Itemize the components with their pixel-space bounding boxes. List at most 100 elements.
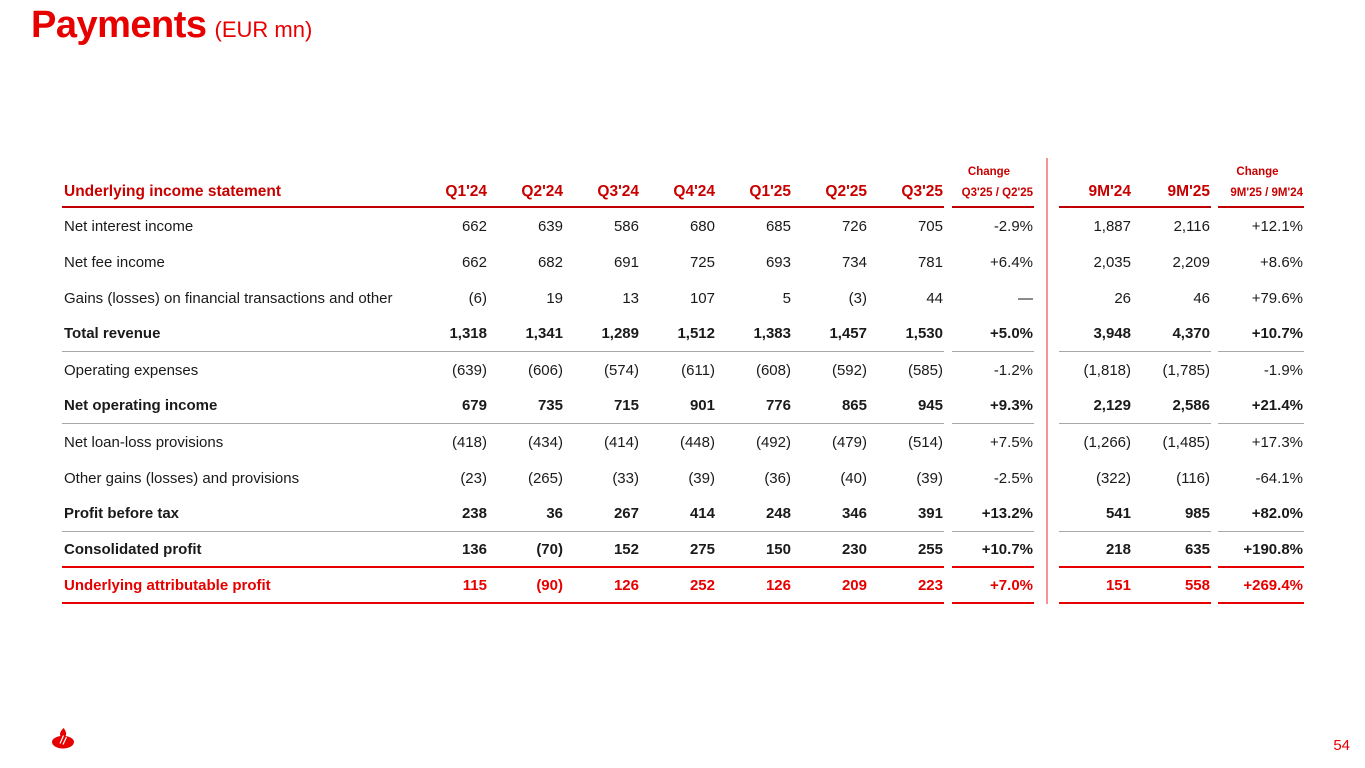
column-header-9m24: 9M'24 bbox=[1059, 180, 1132, 208]
row-value: 5 bbox=[782, 289, 791, 307]
table-row: Total revenue 1,318 1,341 1,289 1,512 1,383 1… bbox=[62, 316, 1304, 352]
table-row: Underlying attributable profit 115 (90) 12… bbox=[62, 568, 1304, 604]
row-value: 391 bbox=[868, 496, 944, 532]
row-label: Profit before tax bbox=[62, 496, 412, 532]
row-value: 1,289 bbox=[564, 316, 640, 352]
row-label: Net interest income bbox=[64, 217, 194, 235]
row-value: 682 bbox=[537, 253, 563, 271]
row-change-9m: -1.9% bbox=[1263, 361, 1303, 379]
row-value: 679 bbox=[412, 388, 488, 424]
row-label: Net fee income bbox=[64, 253, 165, 271]
row-value: (606) bbox=[527, 361, 563, 379]
row-value: 734 bbox=[841, 253, 867, 271]
row-value: 115 bbox=[412, 568, 488, 604]
row-9m24: 1,887 bbox=[1093, 217, 1131, 235]
row-change-9m: +10.7% bbox=[1218, 316, 1304, 352]
row-change-q: +13.2% bbox=[952, 496, 1034, 532]
divider-space bbox=[1034, 388, 1052, 424]
row-value: (608) bbox=[755, 361, 791, 379]
row-value: 107 bbox=[689, 289, 715, 307]
row-change-q: -1.2% bbox=[993, 361, 1033, 379]
divider-space bbox=[1034, 496, 1052, 532]
row-value: 275 bbox=[640, 532, 716, 568]
page-title-text: Payments bbox=[31, 4, 207, 46]
row-value: 1,318 bbox=[412, 316, 488, 352]
row-value: (265) bbox=[527, 469, 563, 487]
row-value: 36 bbox=[488, 496, 564, 532]
divider-space bbox=[1034, 424, 1052, 460]
change-q-header-title: Change bbox=[967, 166, 1011, 178]
table-row: Net loan-loss provisions (418) (434) (414)… bbox=[62, 424, 1304, 460]
income-statement-table: Change Change Underlying income statemen… bbox=[62, 158, 1304, 604]
table-row: Net interest income 662 639 586 680 685 726 70… bbox=[62, 208, 1304, 244]
row-value: (479) bbox=[831, 433, 867, 451]
column-header-quarter: Q4'24 bbox=[640, 180, 716, 208]
row-value: (90) bbox=[488, 568, 564, 604]
row-change-9m: -64.1% bbox=[1255, 469, 1303, 487]
row-value: 1,457 bbox=[792, 316, 868, 352]
table-row: Operating expenses (639) (606) (574) (611) (… bbox=[62, 352, 1304, 388]
row-9m24: 2,129 bbox=[1059, 388, 1132, 424]
row-value: 1,530 bbox=[868, 316, 944, 352]
table-row: Net fee income 662 682 691 725 693 734 781 +6.… bbox=[62, 244, 1304, 280]
change-9m-header-title: Change bbox=[1236, 166, 1279, 178]
row-value: 1,383 bbox=[716, 316, 792, 352]
row-value: 1,341 bbox=[488, 316, 564, 352]
row-value: (39) bbox=[688, 469, 715, 487]
row-value: (40) bbox=[840, 469, 867, 487]
column-header-quarter: Q1'25 bbox=[716, 180, 792, 208]
row-value: (639) bbox=[451, 361, 487, 379]
row-value: 715 bbox=[564, 388, 640, 424]
column-group-divider bbox=[1046, 158, 1048, 604]
column-header-change-9m: 9M'25 / 9M'24 bbox=[1218, 180, 1304, 208]
row-value: 945 bbox=[868, 388, 944, 424]
table-row: Other gains (losses) and provisions (23)… bbox=[62, 460, 1304, 496]
row-change-q: +5.0% bbox=[952, 316, 1034, 352]
row-value: 685 bbox=[765, 217, 791, 235]
row-value: 267 bbox=[564, 496, 640, 532]
page-number: 54 bbox=[1333, 737, 1350, 754]
row-9m25: 4,370 bbox=[1132, 316, 1211, 352]
column-header-quarter: Q2'25 bbox=[792, 180, 868, 208]
column-header-statement: Underlying income statement bbox=[62, 180, 412, 208]
row-9m24: 541 bbox=[1059, 496, 1132, 532]
row-value: 662 bbox=[461, 217, 487, 235]
row-value: (39) bbox=[916, 469, 943, 487]
table-body: Net interest income 662 639 586 680 685 726 70… bbox=[62, 208, 1304, 604]
row-change-9m: +17.3% bbox=[1251, 433, 1303, 451]
row-label: Underlying attributable profit bbox=[62, 568, 412, 604]
row-value: 776 bbox=[716, 388, 792, 424]
row-value: 901 bbox=[640, 388, 716, 424]
row-value: 586 bbox=[613, 217, 639, 235]
row-value: (514) bbox=[907, 433, 943, 451]
row-value: 13 bbox=[622, 289, 639, 307]
divider-space bbox=[1034, 352, 1052, 388]
row-value: 126 bbox=[716, 568, 792, 604]
row-9m25: 2,209 bbox=[1172, 253, 1210, 271]
row-value: (6) bbox=[468, 289, 487, 307]
row-9m25: (1,785) bbox=[1162, 361, 1210, 379]
row-9m25: (116) bbox=[1176, 469, 1210, 487]
row-label: Consolidated profit bbox=[62, 532, 412, 568]
divider-space bbox=[1034, 532, 1052, 568]
row-value: (418) bbox=[451, 433, 487, 451]
row-value: (492) bbox=[755, 433, 791, 451]
santander-flame-logo bbox=[52, 728, 74, 749]
divider-space bbox=[1034, 568, 1052, 604]
row-value: 346 bbox=[792, 496, 868, 532]
row-9m24: 3,948 bbox=[1059, 316, 1132, 352]
row-value: 238 bbox=[412, 496, 488, 532]
row-9m25: 2,586 bbox=[1132, 388, 1211, 424]
table-row: Gains (losses) on financial transactions… bbox=[62, 280, 1304, 316]
row-change-q: +6.4% bbox=[990, 253, 1033, 271]
row-value: 414 bbox=[640, 496, 716, 532]
column-header-quarter: Q3'25 bbox=[868, 180, 944, 208]
column-header-change-q: Q3'25 / Q2'25 bbox=[952, 180, 1034, 208]
row-value: 691 bbox=[613, 253, 639, 271]
row-9m25: (1,485) bbox=[1162, 433, 1210, 451]
row-value: 44 bbox=[926, 289, 943, 307]
row-change-9m: +190.8% bbox=[1218, 532, 1304, 568]
column-header-quarter: Q3'24 bbox=[564, 180, 640, 208]
row-9m24: (322) bbox=[1095, 469, 1131, 487]
row-value: 255 bbox=[868, 532, 944, 568]
